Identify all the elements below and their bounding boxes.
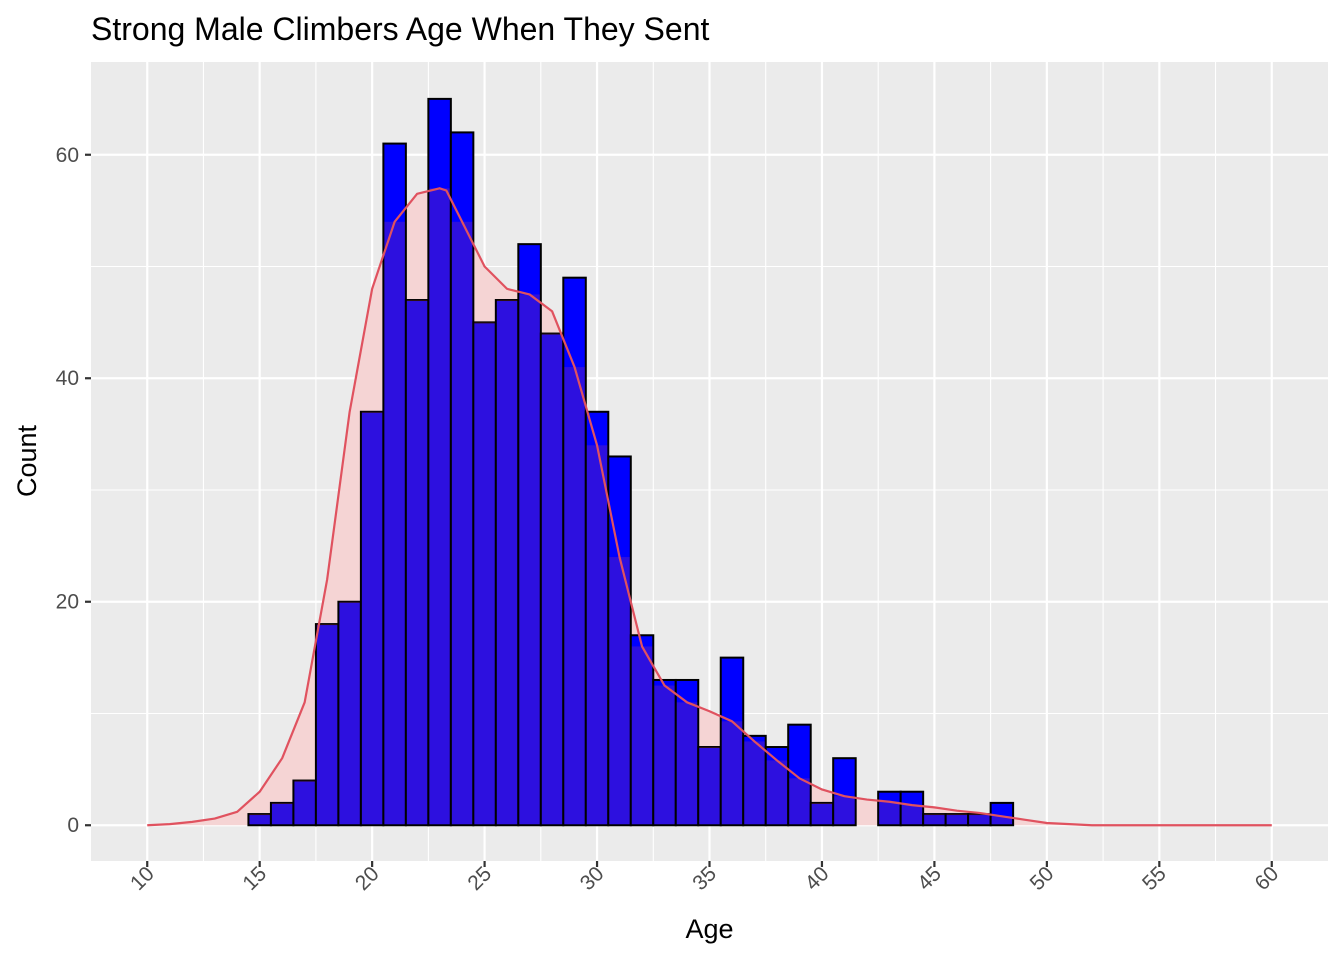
density-overlay xyxy=(361,411,383,825)
density-curve xyxy=(147,187,1272,827)
chart-title: Strong Male Climbers Age When They Sent xyxy=(91,11,709,47)
density-overlay xyxy=(879,801,900,825)
density-overlay xyxy=(541,333,563,825)
density-overlay xyxy=(384,221,405,825)
x-axis: 10 15 20 25 30 35 40 45 50 55 60 xyxy=(126,861,1283,895)
density-overlay xyxy=(474,322,495,825)
y-tick-label: 40 xyxy=(56,367,79,390)
density-overlay xyxy=(699,747,720,825)
y-axis: 0 20 40 60 xyxy=(56,144,91,837)
x-tick-label: 50 xyxy=(1026,862,1059,895)
density-overlay xyxy=(496,300,518,825)
density-overlay xyxy=(339,601,360,825)
density-overlay xyxy=(406,300,428,825)
density-overlay xyxy=(249,814,270,825)
x-tick-label: 20 xyxy=(351,862,384,895)
density-line xyxy=(147,187,1272,827)
histogram-bar xyxy=(899,790,925,827)
y-tick-label: 20 xyxy=(56,591,79,614)
density-overlay xyxy=(834,796,855,825)
y-tick-label: 0 xyxy=(67,814,79,837)
density-overlay xyxy=(721,721,743,825)
histogram-bar xyxy=(787,723,812,827)
density-overlay xyxy=(766,760,788,825)
density-overlay xyxy=(564,367,585,825)
density-overlay xyxy=(991,816,1013,825)
density-overlay xyxy=(901,805,923,825)
density-overlay xyxy=(609,557,630,825)
x-tick-label: 25 xyxy=(463,862,496,895)
density-overlay xyxy=(924,814,945,825)
x-tick-label: 40 xyxy=(801,862,834,895)
density-overlay xyxy=(811,802,833,825)
density-overlay xyxy=(631,646,653,825)
density-overlay xyxy=(676,702,698,825)
density-overlay xyxy=(519,294,540,825)
x-axis-title: Age xyxy=(685,914,733,944)
y-axis-title: Count xyxy=(12,424,42,497)
density-overlay xyxy=(294,780,315,825)
density-overlay xyxy=(316,624,338,825)
density-overlay xyxy=(969,814,990,825)
density-overlay xyxy=(451,221,473,825)
y-tick-label: 60 xyxy=(56,144,79,167)
density-overlay xyxy=(946,814,968,825)
x-tick-label: 60 xyxy=(1251,862,1284,895)
x-tick-label: 15 xyxy=(238,862,271,895)
density-overlay xyxy=(429,188,450,825)
x-tick-label: 55 xyxy=(1138,862,1171,895)
density-overlay xyxy=(586,445,608,825)
x-tick-label: 35 xyxy=(688,862,721,895)
x-tick-label: 45 xyxy=(913,862,946,895)
density-overlay xyxy=(789,778,810,825)
x-tick-label: 10 xyxy=(126,862,159,895)
density-overlay xyxy=(744,741,765,825)
density-overlay xyxy=(271,802,293,825)
density-overlay xyxy=(654,685,675,825)
histogram-bars xyxy=(247,97,1015,827)
x-tick-label: 30 xyxy=(576,862,609,895)
